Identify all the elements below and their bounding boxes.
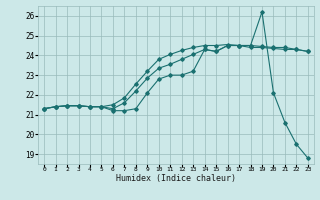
X-axis label: Humidex (Indice chaleur): Humidex (Indice chaleur): [116, 174, 236, 183]
